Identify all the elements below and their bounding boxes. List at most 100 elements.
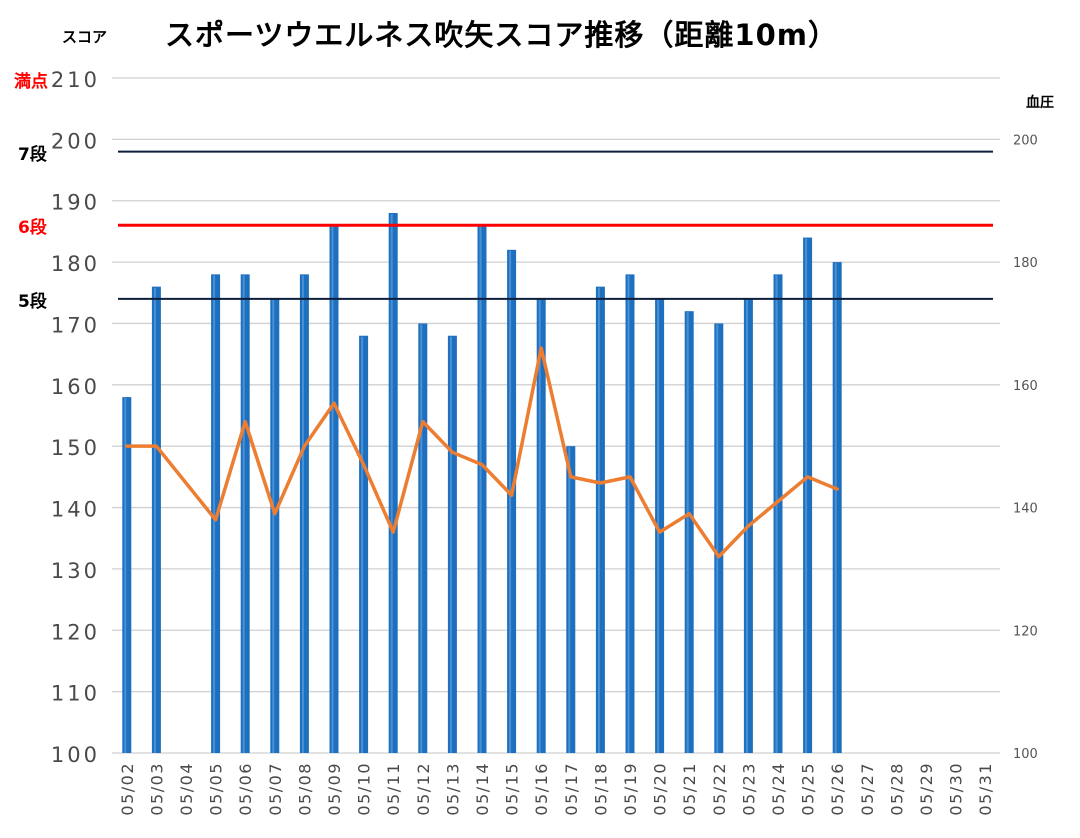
y-tick-label: 210 — [51, 68, 100, 92]
reference-label-7dan: 7段 — [18, 144, 47, 165]
bar — [299, 274, 309, 753]
x-tick-label: 05/05 — [207, 762, 226, 816]
x-tick-label: 05/10 — [355, 762, 374, 816]
chart-title: スポーツウエルネス吹矢スコア推移（距離10m） — [165, 18, 838, 52]
x-tick-label: 05/26 — [828, 762, 847, 816]
bar — [773, 274, 783, 753]
x-tick-label: 05/30 — [947, 762, 966, 816]
x-tick-label: 05/28 — [887, 762, 906, 816]
y2-tick-label: 180 — [1013, 256, 1038, 271]
x-tick-label: 05/24 — [769, 762, 788, 816]
x-tick-label: 05/22 — [710, 762, 729, 816]
y-tick-label: 120 — [51, 620, 100, 644]
y2-tick-label: 160 — [1013, 379, 1038, 394]
bar-highlight — [272, 299, 275, 753]
bar-highlight — [686, 312, 689, 753]
bar — [536, 298, 546, 753]
x-tick-label: 05/12 — [414, 762, 433, 816]
x-tick-label: 05/08 — [295, 762, 314, 816]
bar — [388, 213, 398, 753]
x-tick-label: 05/11 — [384, 762, 403, 816]
bar — [803, 237, 813, 753]
bar — [655, 298, 665, 753]
y-tick-label: 150 — [51, 436, 100, 460]
x-tick-label: 05/20 — [651, 762, 670, 816]
bar — [329, 225, 339, 754]
y-tick-label: 140 — [51, 498, 100, 522]
bar — [270, 298, 280, 753]
bar-highlight — [627, 275, 630, 753]
bar — [566, 446, 576, 753]
bar — [359, 335, 369, 753]
bar-highlight — [716, 324, 719, 753]
y-tick-label: 170 — [51, 313, 100, 337]
bar-highlight — [479, 226, 482, 754]
bar — [151, 286, 161, 753]
bar-highlight — [538, 299, 541, 753]
bar-highlight — [331, 226, 334, 754]
y-tick-label: 110 — [51, 682, 100, 706]
bar-highlight — [390, 214, 393, 753]
bar-highlight — [834, 263, 837, 753]
bar-highlight — [361, 336, 364, 753]
x-tick-label: 05/14 — [473, 762, 492, 816]
bar-highlight — [301, 275, 304, 753]
reference-label-5dan: 5段 — [18, 291, 47, 312]
bar-highlight — [242, 275, 245, 753]
bar-highlight — [213, 275, 216, 753]
bar-highlight — [805, 238, 808, 753]
y-tick-label: 160 — [51, 375, 100, 399]
bar-highlight — [420, 324, 423, 753]
perfect-score-label: 満点 — [14, 72, 48, 92]
bar — [625, 274, 635, 753]
y-tick-label: 180 — [51, 252, 100, 276]
bar — [477, 225, 487, 754]
bar — [240, 274, 250, 753]
x-tick-label: 05/25 — [799, 762, 818, 816]
x-tick-label: 05/04 — [177, 762, 196, 816]
x-tick-label: 05/13 — [443, 762, 462, 816]
y2-axis-label: 血圧 — [1026, 95, 1054, 111]
y-tick-label: 130 — [51, 559, 100, 583]
y2-tick-label: 120 — [1013, 624, 1038, 639]
bar — [714, 323, 724, 753]
bar — [832, 262, 842, 753]
x-tick-label: 05/02 — [118, 762, 137, 816]
x-tick-label: 05/23 — [739, 762, 758, 816]
x-tick-label: 05/29 — [917, 762, 936, 816]
y-tick-label: 200 — [51, 129, 100, 153]
x-tick-label: 05/16 — [532, 762, 551, 816]
bar — [684, 311, 694, 753]
bar-highlight — [124, 398, 127, 753]
bar-highlight — [775, 275, 778, 753]
x-tick-label: 05/06 — [236, 762, 255, 816]
bar — [507, 249, 517, 753]
bar — [595, 286, 605, 753]
x-tick-label: 05/19 — [621, 762, 640, 816]
bar — [211, 274, 221, 753]
y2-tick-label: 100 — [1013, 747, 1038, 762]
bar-highlight — [449, 336, 452, 753]
line-series — [125, 346, 839, 559]
y2-tick-label: 200 — [1013, 133, 1038, 148]
bar — [447, 335, 457, 753]
x-tick-label: 05/21 — [680, 762, 699, 816]
y-tick-label: 100 — [51, 743, 100, 767]
bar-highlight — [568, 447, 571, 753]
bar-highlight — [597, 287, 600, 753]
x-tick-label: 05/18 — [591, 762, 610, 816]
x-tick-label: 05/27 — [858, 762, 877, 816]
y-tick-label: 190 — [51, 191, 100, 215]
reference-label-6dan: 6段 — [18, 218, 47, 239]
x-tick-label: 05/03 — [147, 762, 166, 816]
x-tick-label: 05/31 — [976, 762, 995, 816]
x-tick-label: 05/07 — [266, 762, 285, 816]
bar-highlight — [509, 250, 512, 753]
bar — [418, 323, 428, 753]
bar — [122, 397, 132, 753]
y2-tick-label: 140 — [1013, 502, 1038, 517]
bar-highlight — [153, 287, 156, 753]
x-tick-label: 05/17 — [562, 762, 581, 816]
